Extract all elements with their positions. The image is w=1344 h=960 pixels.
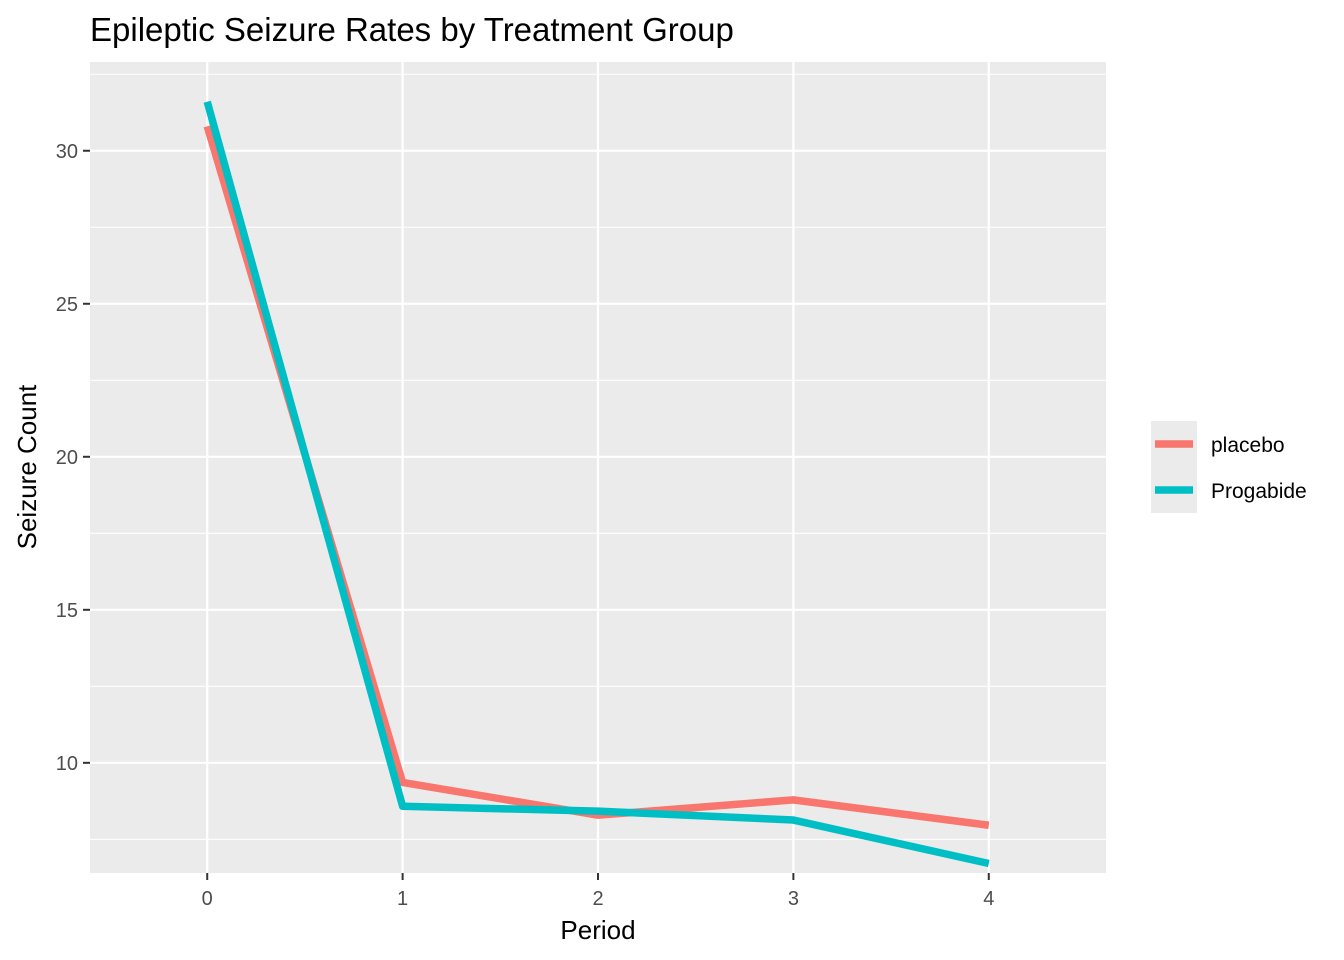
y-tick-label: 20: [56, 447, 78, 469]
legend: placebo Progabide: [1151, 421, 1307, 513]
y-tick-label: 30: [56, 141, 78, 163]
series-lines: [203, 100, 990, 868]
legend-label-progabide: Progabide: [1211, 480, 1307, 503]
major-gridlines: [90, 62, 1106, 873]
x-axis: 0 1 2 3 4: [202, 873, 994, 910]
y-tick-label: 10: [56, 753, 78, 775]
x-tick-label: 0: [202, 888, 213, 910]
chart-title: Epileptic Seizure Rates by Treatment Gro…: [90, 11, 734, 48]
x-tick-label: 4: [983, 888, 994, 910]
series-line-progabide: [203, 100, 990, 868]
legend-label-placebo: placebo: [1211, 434, 1285, 457]
y-tick-label: 25: [56, 294, 78, 316]
y-axis: 10 15 20 25 30: [56, 141, 90, 775]
y-axis-title: Seizure Count: [12, 384, 42, 550]
x-tick-label: 3: [788, 888, 799, 910]
y-tick-label: 15: [56, 600, 78, 622]
x-tick-label: 2: [592, 888, 603, 910]
x-tick-label: 1: [397, 888, 408, 910]
x-axis-title: Period: [560, 915, 635, 945]
